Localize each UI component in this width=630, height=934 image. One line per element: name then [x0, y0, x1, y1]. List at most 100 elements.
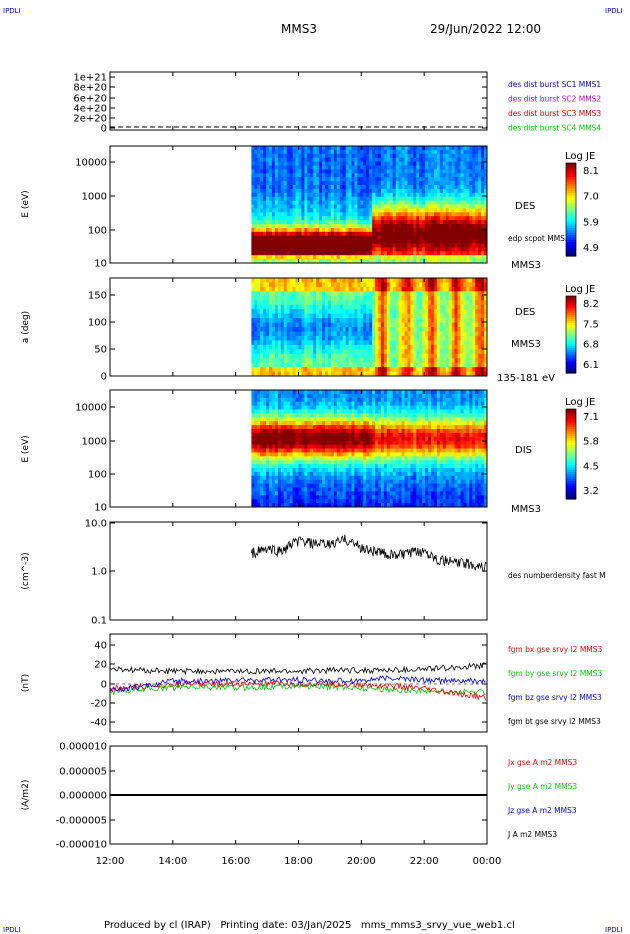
- heatmap-cell: [380, 295, 385, 301]
- heatmap-cell: [369, 327, 373, 332]
- heatmap-cell: [389, 335, 394, 341]
- heatmap-cell: [422, 322, 426, 328]
- heatmap-cell: [327, 216, 332, 221]
- heatmap-cell: [404, 208, 408, 213]
- heatmap-cell: [378, 358, 382, 364]
- heatmap-cell: [383, 208, 388, 213]
- heatmap-cell: [463, 313, 467, 319]
- heatmap-cell: [257, 393, 261, 399]
- heatmap-cell: [439, 300, 444, 306]
- heatmap-cell: [425, 177, 429, 182]
- heatmap-cell: [457, 165, 461, 170]
- heatmap-cell: [366, 204, 370, 209]
- heatmap-cell: [389, 173, 394, 178]
- heatmap-cell: [325, 224, 329, 229]
- heatmap-cell: [301, 487, 305, 492]
- heatmap-cell: [386, 367, 391, 372]
- heatmap-cell: [260, 247, 264, 252]
- heatmap-cell: [460, 200, 464, 205]
- heatmap-cell: [460, 282, 464, 288]
- heatmap-cell: [310, 259, 314, 264]
- heatmap-cell: [327, 227, 332, 233]
- heatmap-cell: [363, 295, 367, 301]
- heatmap-cell: [313, 491, 317, 496]
- heatmap-cell: [271, 200, 276, 205]
- heatmap-cell: [472, 204, 476, 209]
- heatmap-cell: [274, 495, 279, 500]
- heatmap-cell: [327, 192, 332, 198]
- heatmap-cell: [472, 282, 476, 288]
- heatmap-cell: [280, 409, 285, 414]
- heatmap-cell: [286, 460, 291, 465]
- heatmap-cell: [389, 146, 394, 151]
- heatmap-cell: [383, 282, 388, 288]
- heatmap-cell: [280, 353, 285, 359]
- heatmap-cell: [330, 216, 335, 221]
- heatmap-cell: [325, 169, 329, 174]
- heatmap-cell: [413, 304, 417, 310]
- heatmap-cell: [254, 464, 258, 469]
- heatmap-cell: [316, 153, 320, 159]
- heatmap-cell: [436, 358, 441, 364]
- heatmap-cell: [319, 322, 323, 328]
- heatmap-cell: [310, 464, 314, 469]
- heatmap-cell: [378, 367, 382, 372]
- heatmap-cell: [460, 224, 464, 229]
- heatmap-cell: [410, 161, 414, 166]
- heatmap-cell: [327, 367, 332, 372]
- heatmap-cell: [251, 393, 255, 399]
- heatmap-cell: [351, 177, 355, 182]
- heatmap-cell: [266, 322, 270, 328]
- heatmap-cell: [295, 309, 299, 315]
- heatmap-cell: [295, 200, 299, 205]
- heatmap-cell: [289, 349, 294, 355]
- heatmap-cell: [269, 456, 273, 461]
- heatmap-cell: [389, 340, 394, 346]
- heatmap-cell: [428, 367, 432, 372]
- heatmap-cell: [257, 227, 261, 233]
- heatmap-cell: [274, 444, 279, 449]
- heatmap-cell: [389, 196, 394, 201]
- heatmap-cell: [313, 235, 317, 240]
- heatmap-cell: [307, 491, 311, 496]
- heatmap-cell: [425, 212, 429, 217]
- heatmap-cell: [345, 204, 349, 209]
- heatmap-cell: [348, 358, 352, 364]
- heatmap-cell: [269, 452, 273, 457]
- heatmap-cell: [363, 318, 367, 323]
- heatmap-cell: [336, 239, 341, 244]
- colorbar-cell: [566, 188, 576, 192]
- heatmap-cell: [319, 177, 323, 182]
- heatmap-cell: [380, 340, 385, 346]
- heatmap-cell: [339, 165, 344, 170]
- heatmap-cell: [266, 220, 270, 225]
- heatmap-cell: [286, 278, 291, 283]
- heatmap-cell: [448, 227, 453, 233]
- heatmap-cell: [383, 227, 388, 233]
- heatmap-cell: [448, 291, 453, 297]
- heatmap-cell: [425, 165, 429, 170]
- heatmap-cell: [327, 309, 332, 315]
- heatmap-cell: [389, 362, 394, 368]
- heatmap-cell: [271, 149, 276, 155]
- heatmap-cell: [283, 169, 288, 174]
- heatmap-cell: [257, 259, 261, 264]
- heatmap-cell: [313, 177, 317, 182]
- heatmap-cell: [292, 224, 296, 229]
- heatmap-cell: [345, 224, 349, 229]
- heatmap-cell: [451, 295, 456, 301]
- heatmap-cell: [310, 448, 314, 453]
- heatmap-cell: [286, 309, 291, 315]
- heatmap-cell: [454, 309, 458, 315]
- heatmap-cell: [301, 448, 305, 453]
- heatmap-cell: [436, 327, 441, 332]
- heatmap-cell: [351, 282, 355, 288]
- heatmap-cell: [383, 204, 388, 209]
- heatmap-cell: [280, 335, 285, 341]
- heatmap-cell: [369, 161, 373, 166]
- heatmap-cell: [298, 192, 302, 198]
- heatmap-cell: [404, 169, 408, 174]
- heatmap-cell: [380, 322, 385, 328]
- heatmap-cell: [442, 188, 447, 194]
- heatmap-cell: [445, 327, 450, 332]
